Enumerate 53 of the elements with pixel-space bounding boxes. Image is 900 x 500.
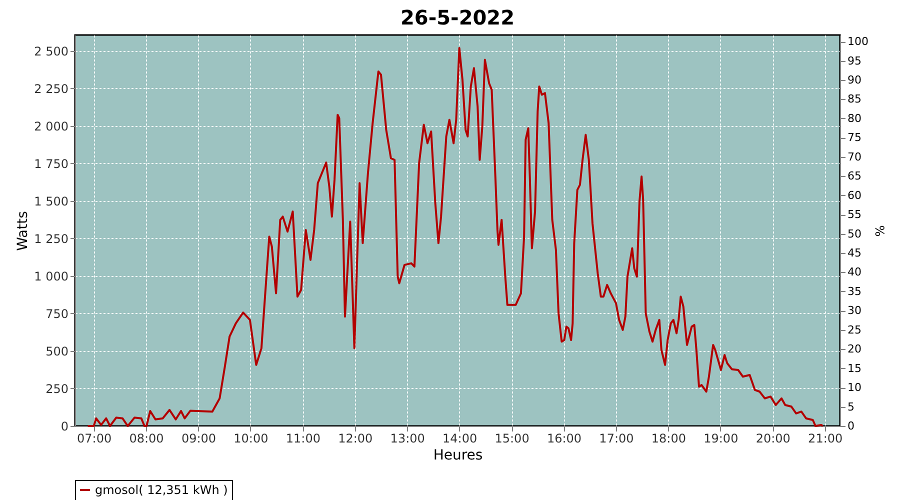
x-tick-label: 18:00: [651, 432, 686, 446]
y2-tick-label: 35: [848, 284, 862, 298]
y-tick-label: 2 500: [34, 44, 68, 58]
y2-tick-label: 20: [848, 342, 862, 356]
legend-label: gmosol( 12,351 kWh ): [95, 483, 228, 497]
y2-tick-label: 65: [848, 170, 862, 183]
x-tick-label: 09:00: [181, 432, 216, 446]
x-tick-label: 08:00: [129, 432, 164, 446]
x-tick-label: 10:00: [234, 432, 268, 446]
y2-tick-label: 95: [848, 54, 862, 68]
x-tick-label: 16:00: [546, 432, 582, 446]
x-tick-label: 20:00: [756, 432, 790, 446]
x-tick-label: 13:00: [390, 432, 425, 446]
y-tick-label: 1 750: [34, 156, 68, 171]
y2-tick-label: 55: [848, 208, 862, 222]
y2-tick-label: 40: [848, 266, 862, 279]
y2-tick-label: 80: [848, 112, 862, 125]
x-tick-label: 12:00: [338, 432, 373, 446]
x-tick-label: 21:00: [808, 432, 843, 446]
y-tick-label: 500: [46, 344, 68, 358]
y2-tick-label: 25: [848, 323, 862, 336]
x-tick-label: 14:00: [442, 432, 478, 446]
y2-axis-title: %: [872, 225, 886, 237]
y-tick-label: 1 000: [34, 269, 68, 284]
y-tick-label: 0: [60, 420, 68, 434]
y2-tick-label: 45: [848, 246, 862, 260]
y2-tick-label: 70: [848, 150, 862, 164]
y2-tick-label: 0: [848, 420, 854, 432]
y2-tick-label: 15: [848, 362, 862, 375]
x-tick-label: 11:00: [286, 432, 320, 446]
y2-tick-label: 50: [848, 227, 862, 240]
x-tick-label: 15:00: [494, 432, 530, 446]
x-tick-label: 07:00: [77, 432, 112, 446]
y2-tick-label: 75: [848, 131, 862, 144]
y2-tick-label: 5: [848, 400, 854, 414]
y-tick-label: 2 250: [34, 82, 68, 96]
line-series: [86, 47, 824, 427]
chart-title: 26-5-2022: [400, 5, 515, 30]
y2-tick-label: 85: [848, 92, 862, 106]
x-tick-label: 19:00: [704, 432, 738, 446]
x-tick-label: 17:00: [599, 432, 634, 446]
y-tick-label: 1 250: [34, 232, 68, 246]
y-tick-label: 750: [46, 306, 68, 321]
y-tick-label: 2 000: [34, 119, 68, 134]
y-axis-title: Watts: [15, 211, 32, 251]
y-tick-label: 1 500: [34, 194, 68, 208]
y-tick-label: 250: [46, 382, 68, 396]
y2-tick-label: 100: [848, 35, 868, 48]
y2-tick-label: 30: [848, 304, 862, 318]
y2-tick-label: 10: [848, 381, 862, 394]
x-axis-title: Heures: [433, 448, 483, 464]
y2-tick-label: 60: [848, 188, 862, 202]
y2-tick-label: 90: [848, 73, 862, 86]
